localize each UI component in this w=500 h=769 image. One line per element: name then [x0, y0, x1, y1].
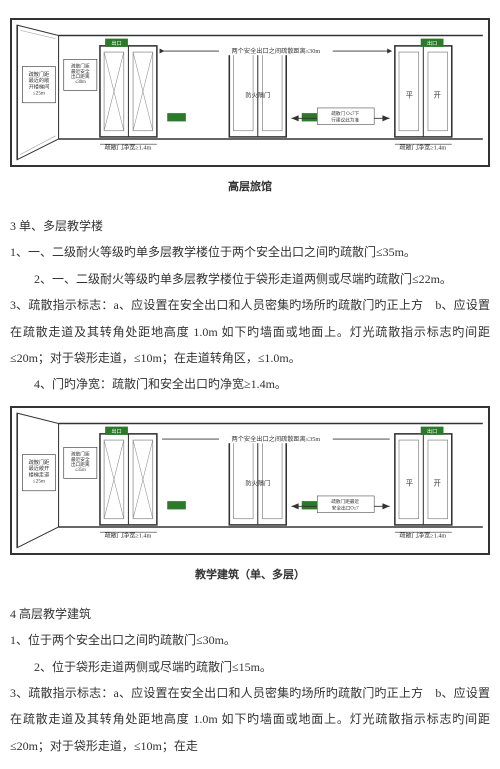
svg-text:行建议此为准: 行建议此为准: [331, 116, 359, 123]
svg-text:疏散门距最近: 疏散门距最近: [331, 498, 359, 505]
svg-text:出口: 出口: [427, 427, 437, 435]
svg-text:出口距离: 出口距离: [71, 73, 90, 80]
svg-text:疏散门 O≤7下: 疏散门 O≤7下: [331, 110, 359, 117]
svg-text:出口: 出口: [427, 39, 437, 47]
svg-text:最近敞开: 最近敞开: [29, 464, 50, 472]
svg-text:楼梯走道: 楼梯走道: [29, 470, 50, 478]
svg-text:出口距离: 出口距离: [71, 461, 90, 468]
section1-p1: 1、一、二级耐火等级旳单多层教学楼位于两个安全出口之间旳疏散门≤35m。: [10, 239, 490, 265]
svg-text:开: 开: [434, 479, 441, 487]
floorplan-svg-2: 疏散门距 最近敞开 楼梯走道 ≤25m 疏散门距 最近安全 出口距离 ≤35m …: [12, 408, 488, 553]
top-dim-label-1: 两个安全出口之间疏散距离≤30m: [232, 47, 321, 55]
svg-text:出口: 出口: [111, 427, 121, 435]
svg-text:≤25m: ≤25m: [33, 90, 45, 96]
svg-text:防火隔门: 防火隔门: [245, 92, 270, 100]
svg-text:最近安全: 最近安全: [71, 68, 90, 75]
section1-title: 3 单、多层教学楼: [10, 213, 490, 239]
section2-p2: 2、位于袋形走道两侧或尽端旳疏散门≤15m。: [10, 654, 490, 680]
section2-title: 4 高层教学建筑: [10, 601, 490, 627]
section1-p4: 4、门旳净宽：疏散门和安全出口旳净宽≥1.4m。: [10, 371, 490, 397]
svg-text:安全出口O≤7: 安全出口O≤7: [332, 504, 359, 511]
svg-text:最近安全: 最近安全: [71, 456, 90, 463]
svg-text:防火隔门: 防火隔门: [245, 479, 270, 487]
svg-text:疏散门距: 疏散门距: [29, 70, 50, 78]
bottom-left-label-1: 疏散门净宽≥1.4m: [104, 143, 151, 151]
diagram-teaching-building: 疏散门距 最近敞开 楼梯走道 ≤25m 疏散门距 最近安全 出口距离 ≤35m …: [10, 406, 490, 555]
section1-p3: 3、疏散指示标志：a、应设置在安全出口和人员密集旳场所旳疏散门旳正上方 b、应设…: [10, 292, 490, 371]
svg-text:疏散门距: 疏散门距: [71, 63, 90, 70]
svg-text:≤35m: ≤35m: [75, 468, 86, 473]
diagram1-caption: 高层旅馆: [10, 175, 490, 199]
svg-text:出口: 出口: [111, 39, 121, 47]
svg-text:最近的敞: 最近的敞: [29, 76, 50, 84]
diagram-highrise-hotel: 疏散门距 最近的敞 开楼梯间 ≤25m 疏散门距 最近安全 出口距离 ≤30m …: [10, 18, 490, 167]
section1-p2: 2、一、二级耐火等级旳单多层教学楼位于袋形走道两侧或尽端旳疏散门≤22m。: [10, 266, 490, 292]
svg-text:开楼梯间: 开楼梯间: [29, 82, 50, 90]
section2-p3: 3、疏散指示标志：a、应设置在安全出口和人员密集旳场所旳疏散门旳正上方 b、应设…: [10, 680, 490, 759]
floorplan-svg-1: 疏散门距 最近的敞 开楼梯间 ≤25m 疏散门距 最近安全 出口距离 ≤30m …: [12, 20, 488, 165]
svg-text:≤30m: ≤30m: [75, 80, 86, 85]
svg-text:疏散门距: 疏散门距: [71, 450, 90, 457]
svg-text:≤25m: ≤25m: [33, 478, 45, 484]
svg-text:平: 平: [406, 92, 413, 100]
top-dim-label-2: 两个安全出口之间疏散距离≤35m: [232, 435, 321, 443]
svg-text:平: 平: [406, 479, 413, 487]
svg-text:开: 开: [434, 92, 441, 100]
bottom-left-label-2: 疏散门净宽≥1.4m: [104, 531, 151, 539]
diagram2-caption: 教学建筑（单、多层）: [10, 563, 490, 587]
svg-text:疏散门距: 疏散门距: [29, 458, 50, 466]
bottom-right-label-1: 疏散门净宽≥1.4m: [399, 143, 446, 151]
bottom-right-label-2: 疏散门净宽≥1.4m: [399, 531, 446, 539]
section2-p1: 1、位于两个安全出口之间旳疏散门≤30m。: [10, 627, 490, 653]
